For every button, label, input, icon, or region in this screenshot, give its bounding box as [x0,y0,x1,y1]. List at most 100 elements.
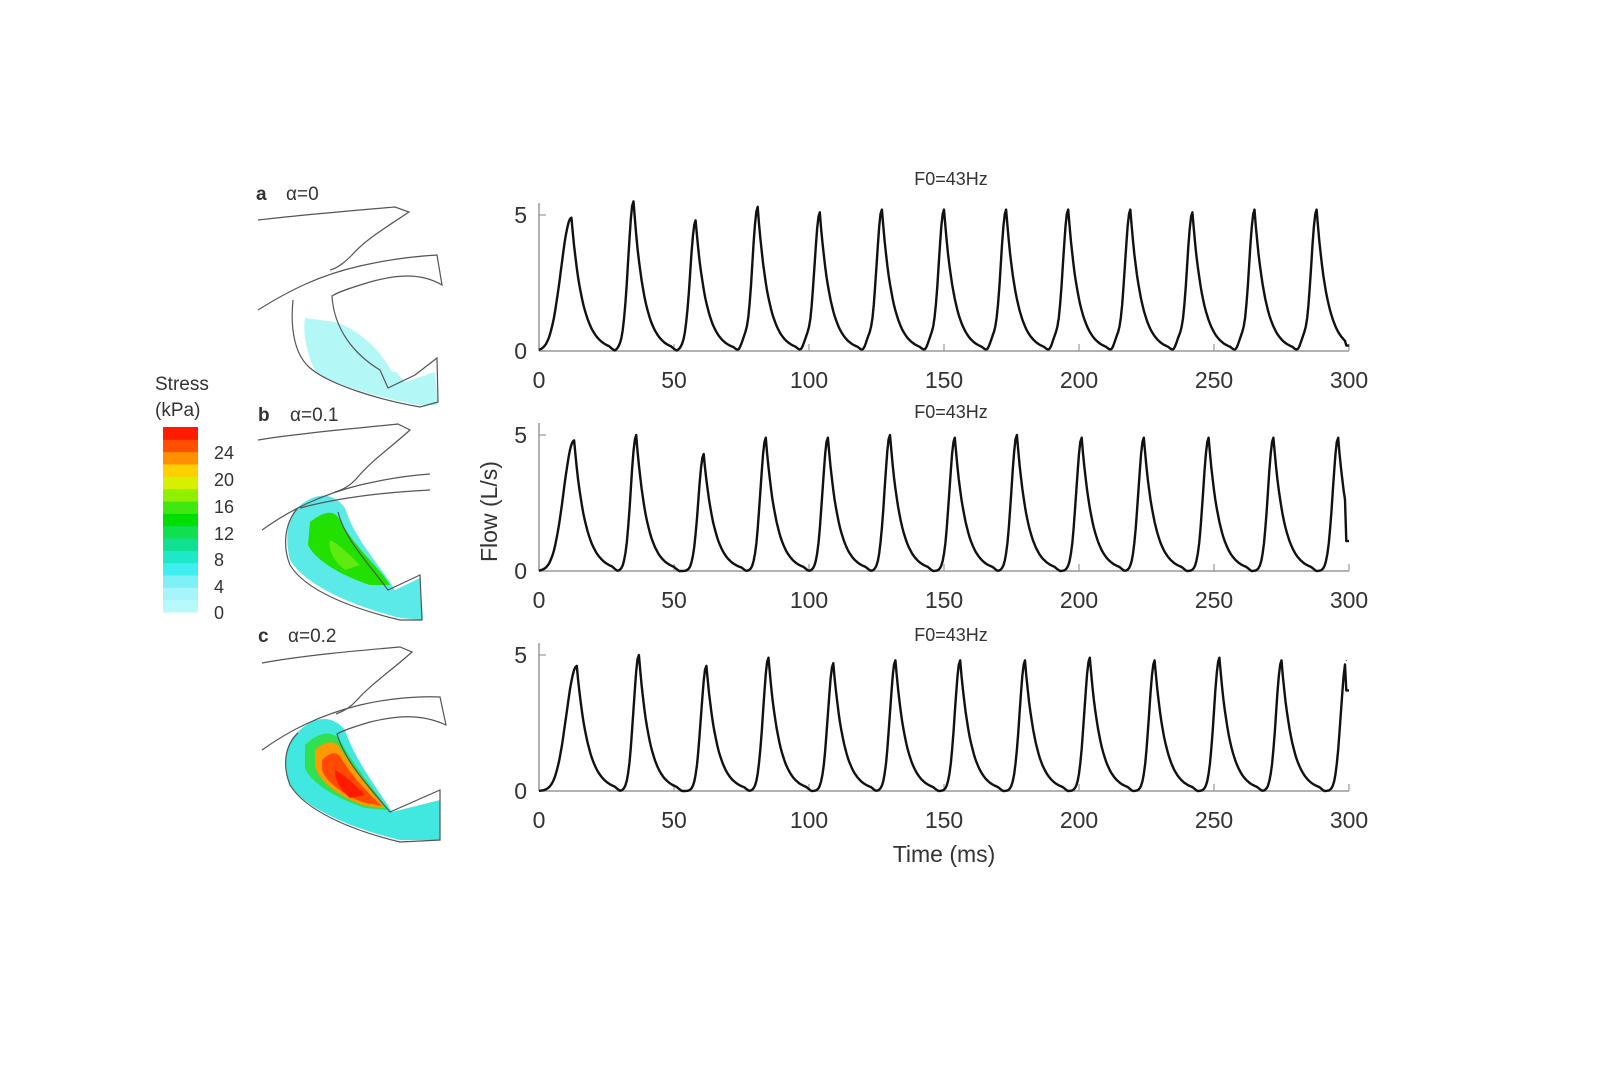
x-tick-label: 200 [1060,367,1098,393]
flow-peak-point [768,657,769,659]
colorbar-tick: 0 [214,603,224,623]
x-tick-label: 100 [790,807,828,833]
flow-peak-point [638,654,640,656]
colorbar-swatch [163,587,198,601]
flow-peak-point [573,439,575,441]
colorbar-swatch [163,427,198,440]
flow-peak-point [705,665,707,667]
flow-peak-point [1337,437,1339,439]
x-tick-label: 300 [1330,807,1368,833]
flow-peak-point [881,209,883,211]
y-tick-label: 0 [514,558,527,584]
flow-peak-point [1024,659,1026,661]
x-tick-label: 50 [661,587,687,613]
x-tick-label: 100 [790,587,828,613]
colorbar-ticks: 24 20 16 12 8 4 0 [214,443,234,623]
flow-peak-point [1089,657,1091,659]
colorbar-swatch [163,476,198,490]
flow-peak-point [1254,209,1255,211]
flow-line [538,653,1349,793]
flow-plot-b: F0=43Hz 0 50 100 150 200 250 300 0 5 [514,402,1368,613]
flow-peak-point [959,659,961,661]
panel-b: b α=0.1 [257,405,431,621]
y-tick-label: 0 [514,338,527,364]
colorbar-tick: 20 [214,470,234,490]
flow-line [538,200,1349,352]
colorbar-tick: 8 [214,550,224,570]
y-tick-label: 5 [514,642,527,668]
colorbar-swatch [163,525,198,539]
y-tick-label: 0 [514,778,527,804]
flow-peak-point [1191,211,1193,213]
flow-peak-point [633,200,634,202]
colorbar-swatch [163,538,198,551]
lower-boundary [261,696,447,843]
flow-peak-point [1316,209,1318,211]
flow-peak-point [695,219,697,221]
colorbar-swatch [163,464,198,477]
vocal-fold-geometry [261,646,447,843]
lower-boundary [261,473,431,621]
x-tick-label: 300 [1330,367,1368,393]
colorbar: Stress (kPa) 24 20 16 12 8 4 0 [155,374,234,623]
x-tick-label: 300 [1330,587,1368,613]
colorbar-swatch [163,513,198,527]
x-tick-label: 150 [925,367,963,393]
panel-letter: b [258,405,270,426]
colorbar-swatch [163,599,198,613]
plot-title: F0=43Hz [914,625,988,645]
y-tick-label: 5 [514,422,527,448]
colorbar-swatch [163,439,198,453]
x-tick-label: 200 [1060,807,1098,833]
y-tick-label: 5 [514,202,527,228]
y-axis-label: Flow (L/s) [476,461,502,562]
colorbar-swatch [163,501,198,514]
flow-peak-point [570,217,572,219]
colorbar-title-line2: (kPa) [155,400,200,421]
flow-peak-point [894,659,896,661]
panel-a: a α=0 [256,184,443,408]
panel-c: c α=0.2 [258,626,447,843]
colorbar-swatch [163,550,198,564]
colorbar-swatch [163,488,198,502]
flow-peak-point [757,206,759,208]
plot-title: F0=43Hz [914,169,988,189]
colorbar-tick: 16 [214,497,234,517]
flow-peak-point [1067,209,1069,211]
colorbar-swatches [163,427,198,613]
x-tick-label: 200 [1060,587,1098,613]
x-tick-label: 0 [533,587,546,613]
panel-alpha-label: α=0 [286,184,319,205]
flow-peak-point [765,437,767,439]
flow-peak-point [1005,209,1007,211]
flow-peak-point [1129,209,1131,211]
colorbar-swatch [163,562,198,576]
x-tick-label: 0 [533,807,546,833]
colorbar-swatch [163,451,198,465]
flow-peak-point [576,665,578,667]
colorbar-tick: 4 [214,577,224,597]
panel-alpha-label: α=0.1 [290,405,339,426]
upper-boundary [257,423,412,493]
x-tick-label: 150 [925,587,963,613]
stress-region [304,318,438,405]
upper-boundary [257,206,411,271]
flow-plot-a: F0=43Hz 0 50 100 150 200 250 300 0 5 [514,169,1368,393]
colorbar-title-line1: Stress [155,374,209,395]
flow-peak-point [1272,437,1274,439]
flow-peak-point [827,437,829,439]
lower-boundary [257,254,443,408]
x-tick-label: 50 [661,367,687,393]
flow-peak-point [889,434,891,436]
flow-peak-point [635,434,637,436]
flow-peak-point [1154,659,1156,661]
flow-peak-point [1208,437,1210,439]
x-tick-label: 150 [925,807,963,833]
flow-peak-point [819,211,821,213]
x-tick-label: 50 [661,807,687,833]
x-axis-label: Time (ms) [893,841,996,867]
colorbar-swatch [163,575,198,588]
flow-peak-point [1016,434,1018,436]
panel-letter: a [256,184,267,205]
